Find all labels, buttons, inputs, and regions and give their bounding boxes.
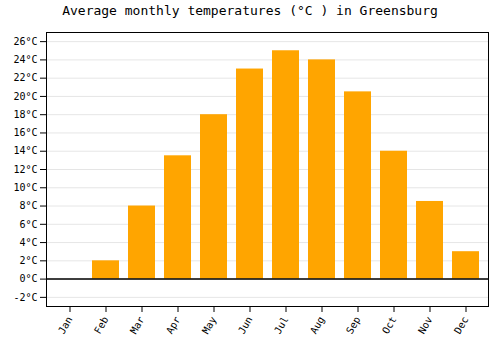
html-text:Average monthly temperatures (: Average monthly temperatures (°C ) in Gr… — [62, 3, 438, 18]
svg-text:4°C: 4°C — [19, 237, 37, 248]
svg-text:22°C: 22°C — [13, 72, 37, 83]
svg-text:10°C: 10°C — [13, 182, 37, 193]
svg-text:Feb: Feb — [92, 315, 111, 336]
svg-text:8°C: 8°C — [19, 200, 37, 211]
svg-text:12°C: 12°C — [13, 164, 37, 175]
svg-text:26°C: 26°C — [13, 36, 37, 47]
svg-text:Jan: Jan — [56, 315, 75, 336]
svg-text:0°C: 0°C — [19, 273, 37, 284]
svg-text:Aug: Aug — [308, 315, 327, 336]
svg-text:14°C: 14°C — [13, 145, 37, 156]
svg-text:Apr: Apr — [164, 315, 183, 336]
svg-text:Mar: Mar — [128, 315, 147, 336]
svg-text:24°C: 24°C — [13, 54, 37, 65]
svg-text:Jun: Jun — [236, 315, 255, 336]
svg-text:Jul: Jul — [272, 315, 291, 336]
svg-text:Nov: Nov — [416, 315, 435, 336]
svg-text:-2°C: -2°C — [13, 292, 37, 303]
svg-text:18°C: 18°C — [13, 109, 37, 120]
svg-text:20°C: 20°C — [13, 91, 37, 102]
svg-text:May: May — [200, 315, 219, 336]
svg-text:2°C: 2°C — [19, 255, 37, 266]
svg-text:Oct: Oct — [380, 315, 399, 336]
svg-text:Dec: Dec — [452, 315, 471, 336]
svg-text:6°C: 6°C — [19, 219, 37, 230]
svg-text:16°C: 16°C — [13, 127, 37, 138]
svg-text:Sep: Sep — [344, 315, 363, 336]
